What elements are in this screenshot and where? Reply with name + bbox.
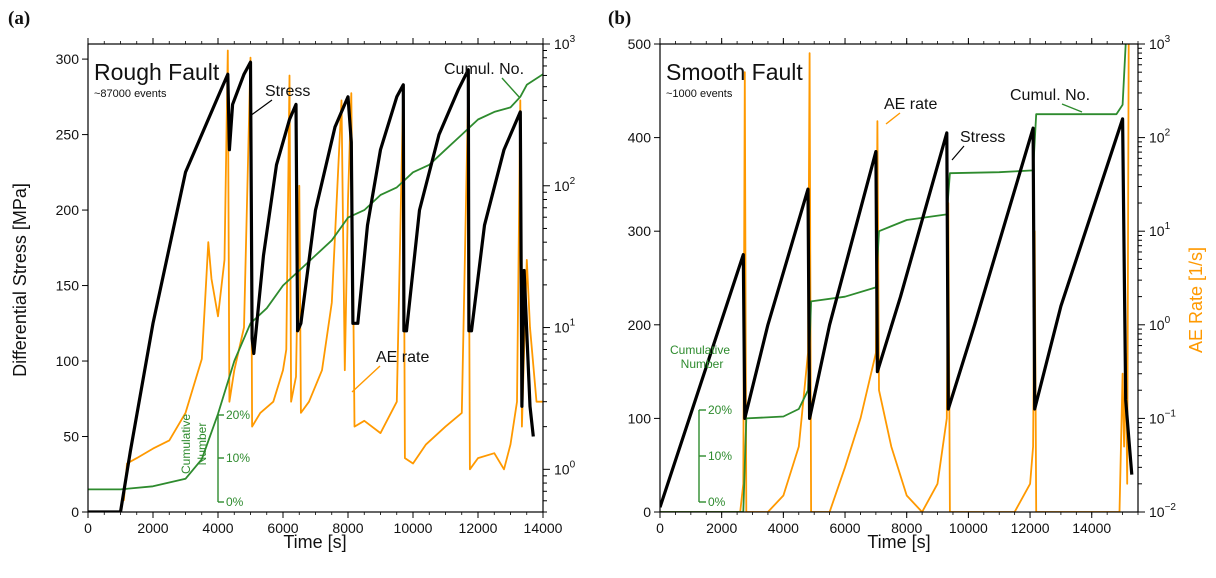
panel-b-cumulative-label-20: 20% <box>708 403 732 417</box>
panel-b-x-tick-label: 0 <box>656 520 664 536</box>
panel-a-cumul-annotation: Cumul. No. <box>444 61 524 78</box>
panel-a-x-tick-label: 2000 <box>137 520 168 536</box>
panel-a-y2-tick-label: 100 <box>554 459 576 477</box>
panel-a-ae-rate-line <box>122 49 543 501</box>
panel-a-y-tick-label: 200 <box>56 202 80 218</box>
panel-a-cumulative-title-2: Number <box>195 423 209 466</box>
panel-a-cumulative-label-0: 0% <box>226 495 244 509</box>
panel-b-y2-tick-label: 102 <box>1149 128 1171 146</box>
panel-b-y2-tick-label: 100 <box>1149 315 1171 333</box>
panel-a-x-tick-label: 4000 <box>202 520 233 536</box>
panel-a: (a) 0 2000 4000 6000 8000 10000 12000 14000 0 50… <box>8 8 576 552</box>
panel-b-cumulative-title-2: Number <box>681 357 724 371</box>
panel-a-plot <box>88 49 543 512</box>
panel-b-y-ticks: 0 100 200 300 400 500 <box>628 36 660 520</box>
panel-a-y2-tick-label: 103 <box>554 34 576 52</box>
panel-b-x-tick-label: 2000 <box>706 520 737 536</box>
panel-b-y-tick-label: 200 <box>628 317 652 333</box>
panel-a-y-tick-label: 150 <box>56 278 80 294</box>
panel-a-ae-annotation: AE rate <box>376 349 429 366</box>
panel-a-y2-ticks: 100 101 102 103 <box>543 34 576 513</box>
panel-b-x-tick-label: 4000 <box>768 520 799 536</box>
panel-b-ae-annotation: AE rate <box>884 96 937 113</box>
panel-a-x-axis-label: Time [s] <box>283 532 346 552</box>
panel-a-subtitle: ~87000 events <box>94 88 167 100</box>
panel-a-y-tick-label: 100 <box>56 353 80 369</box>
panel-a-cumulative-label-10: 10% <box>226 451 250 465</box>
panel-a-cumul-pointer <box>501 77 521 99</box>
panel-a-y-ticks: 0 50 100 150 200 250 300 <box>56 51 88 520</box>
panel-b-stress-annotation: Stress <box>960 129 1005 146</box>
panel-a-label: (a) <box>8 8 30 29</box>
panel-b-cumul-annotation: Cumul. No. <box>1010 87 1090 104</box>
panel-b-y2-tick-label: 103 <box>1149 34 1171 52</box>
panel-b-x-tick-label: 6000 <box>829 520 860 536</box>
panel-b-label: (b) <box>608 8 631 29</box>
panel-a-x-tick-label: 12000 <box>459 520 498 536</box>
panel-a-y2-tick-label: 102 <box>554 176 576 194</box>
panel-a-cumulative-label-20: 20% <box>226 408 250 422</box>
panel-a-x-tick-label: 10000 <box>394 520 433 536</box>
panel-a-y-tick-label: 0 <box>71 504 79 520</box>
panel-a-stress-pointer <box>249 99 273 117</box>
panel-b-x-tick-label: 14000 <box>1072 520 1111 536</box>
panel-b-y-tick-label: 500 <box>628 36 652 52</box>
panel-a-y2-tick-label: 101 <box>554 318 576 336</box>
panel-a-x-tick-label: 0 <box>84 520 92 536</box>
panel-a-x-tick-label: 6000 <box>267 520 298 536</box>
panel-b-y2-tick-label: 101 <box>1149 221 1171 239</box>
panel-b-y2-tick-label: 10−1 <box>1149 408 1176 426</box>
panel-b-x-tick-label: 10000 <box>949 520 988 536</box>
panel-b-ae-rate-line <box>660 44 1130 512</box>
panel-b-x-ticks: 0 2000 4000 6000 8000 10000 12000 14000 <box>656 38 1139 536</box>
panel-a-frame <box>87 43 544 513</box>
panel-b-title: Smooth Fault <box>666 59 803 85</box>
panel-b-y2-tick-label: 10−2 <box>1149 502 1176 520</box>
panel-b-cumulative-line <box>660 44 1127 512</box>
panel-b-stress-pointer <box>951 145 965 161</box>
panel-b-y2-ticks: 10−2 10−1 100 101 102 103 <box>1138 34 1176 520</box>
panel-b-cumul-pointer <box>1061 103 1083 113</box>
panel-b: (b) 0 2000 4000 6000 8000 10000 12000 14000 0 10… <box>608 8 1206 552</box>
panel-b-y2-axis-label: AE Rate [1/s] <box>1186 247 1206 353</box>
panel-a-stress-line <box>88 60 535 512</box>
panel-b-x-tick-label: 8000 <box>891 520 922 536</box>
panel-a-y-tick-label: 300 <box>56 51 80 67</box>
panel-b-plot <box>660 44 1134 512</box>
panel-b-cumulative-label-10: 10% <box>708 449 732 463</box>
panel-a-stress-annotation: Stress <box>265 83 310 100</box>
panel-b-cumulative-label-0: 0% <box>708 495 726 509</box>
panel-a-x-ticks: 0 2000 4000 6000 8000 10000 12000 14000 <box>84 38 563 536</box>
panel-a-x-tick-label: 8000 <box>332 520 363 536</box>
panel-a-title: Rough Fault <box>94 59 220 85</box>
panel-b-cumulative-title-1: Cumulative <box>670 343 730 357</box>
panel-b-subtitle: ~1000 events <box>666 88 733 100</box>
panel-a-y-tick-label: 250 <box>56 127 80 143</box>
panel-b-cumulative-scale: Cumulative Number 20% 10% 0% <box>670 343 732 509</box>
panel-a-cumulative-scale: Cumulative Number 20% 10% 0% <box>179 408 250 509</box>
panel-a-cumulative-line <box>88 73 543 491</box>
panel-a-y-axis-label: Differential Stress [MPa] <box>10 183 30 377</box>
panel-b-stress-line <box>660 117 1134 508</box>
panel-a-cumulative-title-1: Cumulative <box>179 414 193 474</box>
panel-b-frame <box>659 43 1139 513</box>
panel-a-ae-pointer <box>351 365 381 393</box>
panel-a-y-tick-label: 50 <box>63 429 79 445</box>
panel-b-y-tick-label: 300 <box>628 223 652 239</box>
panel-b-x-tick-label: 12000 <box>1011 520 1050 536</box>
panel-b-y-tick-label: 0 <box>643 504 651 520</box>
panel-b-x-axis-label: Time [s] <box>867 532 930 552</box>
panel-b-y-tick-label: 100 <box>628 410 652 426</box>
panel-b-y-tick-label: 400 <box>628 130 652 146</box>
panel-b-ae-pointer <box>885 112 901 125</box>
panel-a-x-tick-label: 14000 <box>524 520 563 536</box>
